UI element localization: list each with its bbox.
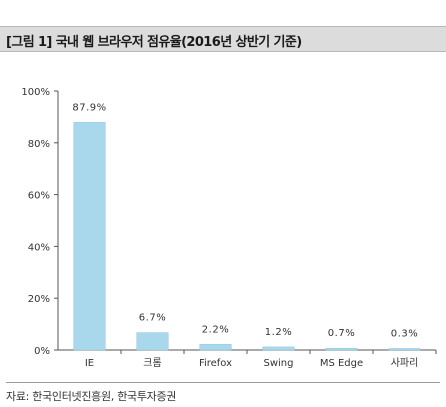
- bar: [73, 122, 106, 351]
- data-label: 0.3%: [391, 329, 418, 340]
- data-label: 2.2%: [202, 324, 229, 335]
- data-label: 6.7%: [139, 313, 166, 324]
- data-label: 0.7%: [328, 328, 355, 339]
- x-tick-label: Firefox: [199, 358, 232, 369]
- y-tick-label: 40%: [28, 242, 50, 253]
- bar-chart: 0% 20% 40% 60% 80% 100% IE 87.9% 크롬 6.7% Firefox 2…: [21, 87, 437, 369]
- y-tick-label: 0%: [34, 346, 50, 357]
- bar: [136, 332, 169, 351]
- bar: [325, 347, 358, 351]
- chart-axes: 0% 20% 40% 60% 80% 100%: [21, 87, 437, 357]
- x-tick-label: 사파리: [391, 357, 419, 369]
- chart-title-bar: [그림 1] 국내 웹 브라우저 점유율(2016년 상반기 기준): [0, 26, 446, 52]
- chart-title: [그림 1] 국내 웹 브라우저 점유율(2016년 상반기 기준): [6, 35, 302, 50]
- bar: [388, 348, 421, 351]
- source-note: 자료: 한국인터넷진흥원, 한국투자증권: [6, 382, 440, 404]
- x-tick-label: Swing: [264, 358, 294, 369]
- data-label: 1.2%: [265, 327, 292, 338]
- x-tick-label: IE: [85, 358, 94, 369]
- bar: [262, 346, 295, 351]
- x-tick-label: 크롬: [143, 357, 161, 369]
- chart-labels: IE 87.9% 크롬 6.7% Firefox 2.2% Swing 1.2% MS Edge…: [72, 102, 418, 369]
- chart-bars: [73, 122, 421, 351]
- y-tick-label: 80%: [28, 139, 50, 150]
- y-tick-label: 60%: [28, 191, 50, 202]
- data-label: 87.9%: [72, 102, 106, 113]
- bar: [199, 344, 232, 351]
- y-tick-label: 100%: [21, 87, 50, 98]
- x-tick-label: MS Edge: [320, 358, 363, 369]
- y-tick-label: 20%: [28, 294, 50, 305]
